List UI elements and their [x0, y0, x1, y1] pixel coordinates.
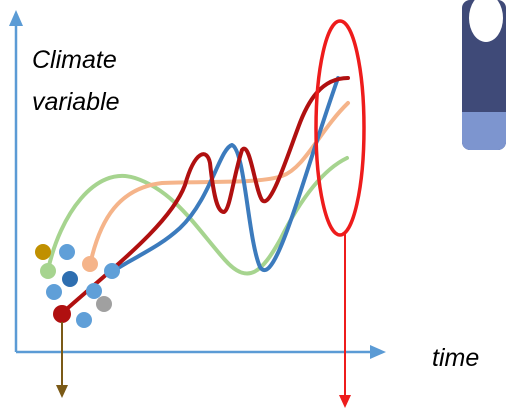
thumbnail-fragment — [462, 0, 506, 150]
initial-conditions — [35, 244, 120, 328]
orange-trajectory — [88, 101, 350, 267]
ensemble-dot — [86, 283, 102, 299]
y-axis-label-line2: variable — [32, 88, 120, 116]
y-axis-arrowhead — [9, 10, 23, 26]
ensemble-dot — [46, 284, 62, 300]
ensemble-dot — [96, 296, 112, 312]
y-axis-label-line1: Climate — [32, 46, 117, 74]
ensemble-dot — [40, 263, 56, 279]
ensemble-dot — [35, 244, 51, 260]
x-axis-arrowhead — [370, 345, 386, 359]
ensemble-dot — [59, 244, 75, 260]
trajectories — [46, 76, 350, 317]
red-trajectory — [58, 76, 350, 317]
ensemble-dot — [104, 263, 120, 279]
blue-trajectory — [108, 76, 340, 275]
start-arrow — [56, 322, 68, 398]
axes — [9, 10, 386, 359]
ensemble-dot — [53, 305, 71, 323]
ensemble-dot — [76, 312, 92, 328]
ensemble-dot — [62, 271, 78, 287]
ensemble-dot — [82, 256, 98, 272]
projection-arrow — [339, 233, 351, 408]
x-axis-label: time — [432, 344, 479, 372]
projection-spread-highlight — [314, 19, 366, 237]
green-trajectory — [46, 156, 349, 276]
